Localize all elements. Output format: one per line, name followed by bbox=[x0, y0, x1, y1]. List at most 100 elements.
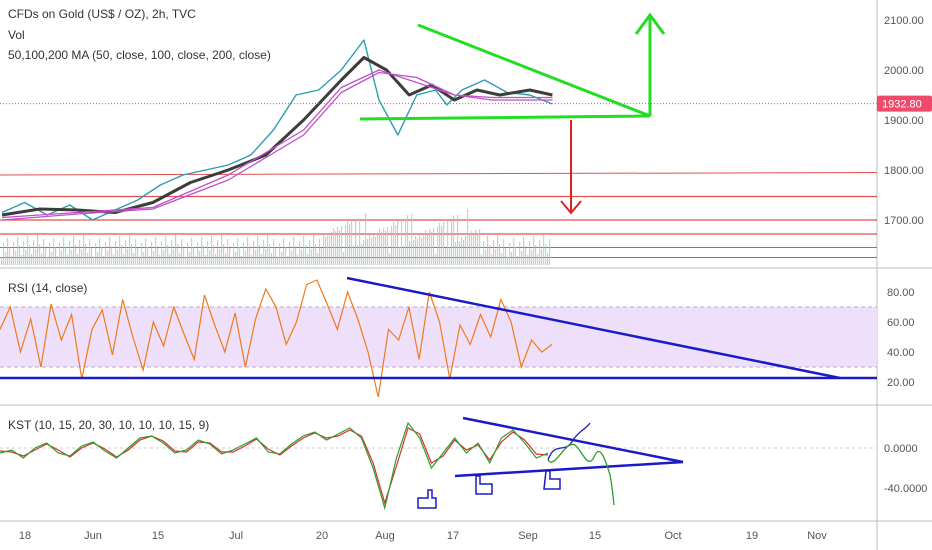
time-tick-label: Jul bbox=[229, 530, 243, 542]
rsi-trendline[interactable] bbox=[346, 276, 841, 380]
chart-title: CFDs on Gold (US$ / OZ), 2h, TVC bbox=[8, 7, 196, 21]
volume-bar bbox=[155, 237, 157, 265]
volume-bar bbox=[413, 240, 415, 265]
volume-bar bbox=[429, 229, 431, 265]
volume-bar bbox=[257, 236, 259, 265]
rsi-axis[interactable]: 80.00 60.00 40.00 20.00 bbox=[887, 287, 915, 389]
volume-bar bbox=[49, 243, 51, 265]
kst-axis[interactable]: 0.0000 -40.0000 bbox=[884, 443, 927, 495]
volume-bar bbox=[317, 253, 319, 265]
volume-bar bbox=[79, 240, 81, 265]
volume-bar bbox=[303, 236, 305, 265]
volume-bar bbox=[417, 239, 419, 265]
volume-bar bbox=[465, 236, 467, 265]
volume-bar bbox=[285, 247, 287, 265]
kst-projection-up[interactable] bbox=[547, 422, 591, 461]
volume-bar bbox=[339, 230, 341, 265]
volume-bar bbox=[283, 238, 285, 265]
kst-pane[interactable]: KST (10, 15, 20, 30, 10, 10, 10, 15, 9) bbox=[0, 416, 877, 511]
volume-bar bbox=[125, 240, 127, 265]
volume-bar bbox=[97, 252, 99, 265]
volume-bar bbox=[519, 242, 521, 265]
rsi-tick-label: 20.00 bbox=[887, 377, 915, 389]
kst-signal-line bbox=[0, 427, 549, 506]
volume-bar bbox=[55, 247, 57, 265]
volume-bar bbox=[333, 228, 335, 265]
volume-bar bbox=[261, 254, 263, 265]
rsi-pane[interactable]: RSI (14, close) bbox=[0, 276, 877, 398]
volume-bar bbox=[443, 222, 445, 265]
volume-bar bbox=[243, 242, 245, 265]
volume-bar bbox=[503, 239, 505, 265]
volume-bar bbox=[507, 257, 509, 265]
volume-bar bbox=[531, 250, 533, 265]
volume-bar bbox=[423, 234, 425, 265]
volume-bar bbox=[253, 241, 255, 265]
volume-bar bbox=[377, 233, 379, 265]
volume-bar bbox=[457, 215, 459, 265]
volume-bar bbox=[73, 236, 75, 265]
time-axis[interactable]: 18 Jun 15 Jul 20 Aug 17 Sep 15 Oct 19 Nov bbox=[19, 530, 827, 542]
volume-bar bbox=[537, 254, 539, 265]
volume-bar bbox=[179, 253, 181, 265]
volume-bar bbox=[269, 244, 271, 265]
volume-bar bbox=[533, 236, 535, 265]
volume-bar bbox=[221, 235, 223, 265]
volume-bar bbox=[509, 243, 511, 265]
time-tick-label: 19 bbox=[746, 530, 758, 542]
volume-bar bbox=[219, 249, 221, 265]
target-down-arrowhead[interactable] bbox=[560, 200, 582, 215]
volume-bar bbox=[217, 240, 219, 265]
volume-bar bbox=[265, 249, 267, 265]
price-pane[interactable]: CFDs on Gold (US$ / OZ), 2h, TVC Vol 50,… bbox=[0, 7, 878, 265]
volume-bar bbox=[75, 245, 77, 265]
volume-bar bbox=[277, 257, 279, 265]
volume-bar bbox=[177, 244, 179, 265]
volume-bar bbox=[171, 240, 173, 265]
volume-bar bbox=[43, 239, 45, 265]
volume-bar bbox=[545, 244, 547, 265]
volume-bar bbox=[123, 254, 125, 265]
volume-bar bbox=[85, 244, 87, 265]
volume-bar bbox=[449, 247, 451, 265]
hand-pointer-icon bbox=[543, 470, 561, 490]
volume-bar bbox=[521, 251, 523, 265]
time-tick-label: Nov bbox=[807, 530, 827, 542]
volume-bar bbox=[53, 238, 55, 265]
volume-bar bbox=[513, 238, 515, 265]
volume-bar bbox=[231, 257, 233, 265]
volume-bar bbox=[541, 249, 543, 265]
price-tick-label: 1700.00 bbox=[884, 215, 924, 227]
target-up-arrowhead[interactable] bbox=[634, 12, 666, 35]
kst-projection-down[interactable] bbox=[547, 443, 615, 506]
volume-bar bbox=[247, 237, 249, 265]
volume-bar bbox=[293, 237, 295, 265]
volume-bar bbox=[341, 226, 343, 265]
volume-bar bbox=[451, 220, 453, 265]
volume-bar bbox=[225, 253, 227, 265]
time-tick-label: Sep bbox=[518, 530, 538, 542]
volume-bar bbox=[131, 244, 133, 265]
rsi-tick-label: 80.00 bbox=[887, 287, 915, 299]
volume-bar bbox=[361, 244, 363, 265]
volume-bar bbox=[511, 252, 513, 265]
volume-bar bbox=[199, 251, 201, 265]
volume-bar bbox=[119, 236, 121, 265]
price-axis[interactable]: 2100.00 2000.00 1900.00 1800.00 1700.00 bbox=[884, 15, 924, 227]
volume-bar bbox=[485, 250, 487, 265]
volume-bar bbox=[187, 243, 189, 265]
volume-bar bbox=[223, 244, 225, 265]
volume-bar bbox=[239, 247, 241, 265]
volume-bar bbox=[135, 239, 137, 265]
volume-bar bbox=[169, 254, 171, 265]
volume-bar bbox=[321, 248, 323, 265]
volume-bar bbox=[495, 249, 497, 265]
price-series-line bbox=[1, 69, 553, 219]
volume-bar bbox=[71, 250, 73, 265]
kst-lower-trendline[interactable] bbox=[454, 460, 684, 478]
volume-bar bbox=[267, 235, 269, 265]
volume-bar bbox=[251, 255, 253, 265]
volume-bar bbox=[127, 249, 129, 265]
volume-bar bbox=[193, 247, 195, 265]
volume-bar bbox=[149, 256, 151, 265]
